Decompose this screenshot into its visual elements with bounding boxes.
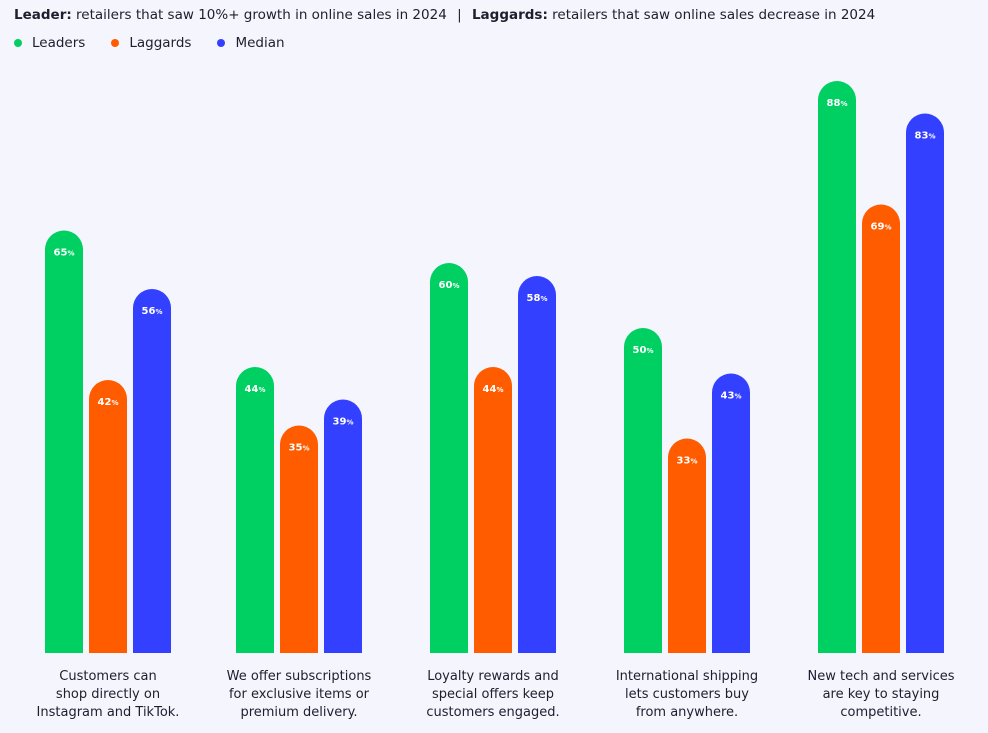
category-label-line: special offers keep bbox=[432, 687, 554, 702]
bar-laggards-2 bbox=[280, 425, 318, 653]
category-label-line: Loyalty rewards and bbox=[427, 669, 559, 684]
bar-leaders-1 bbox=[45, 230, 83, 654]
data-label-leaders-1: 65% bbox=[54, 248, 75, 259]
bar-median-5 bbox=[906, 113, 944, 653]
legend-item-leaders: Leaders bbox=[14, 35, 85, 51]
data-label-laggards-1: 42% bbox=[98, 397, 119, 408]
laggard-term: Laggards: bbox=[471, 7, 548, 23]
data-label-median-1: 56% bbox=[142, 306, 163, 317]
data-label-leaders-3: 60% bbox=[439, 280, 460, 291]
bar-median-2 bbox=[324, 399, 362, 653]
leader-description: retailers that saw 10%+ growth in online… bbox=[76, 7, 447, 23]
bar-median-4 bbox=[712, 373, 750, 653]
category-label-3: Loyalty rewards and special offers keep cu… bbox=[403, 668, 583, 722]
legend-dot-leaders bbox=[14, 39, 22, 47]
category-label-line: premium delivery. bbox=[240, 705, 358, 720]
category-label-line: New tech and services bbox=[807, 669, 955, 684]
bar-laggards-1 bbox=[89, 380, 127, 653]
data-label-laggards-5: 69% bbox=[871, 222, 892, 233]
category-label-line: competitive. bbox=[840, 705, 922, 720]
legend-label-laggards: Laggards bbox=[129, 35, 192, 51]
data-label-median-3: 58% bbox=[527, 293, 548, 304]
laggard-description: retailers that saw online sales decrease… bbox=[552, 7, 876, 23]
bar-laggards-5 bbox=[862, 204, 900, 653]
data-label-leaders-4: 50% bbox=[633, 345, 654, 356]
legend-item-laggards: Laggards bbox=[111, 35, 191, 51]
category-label-line: are key to staying bbox=[822, 687, 940, 702]
category-label-line: for exclusive items or bbox=[228, 687, 370, 702]
legend-dot-laggards bbox=[111, 39, 120, 47]
bar-laggards-4 bbox=[668, 438, 706, 653]
legend-dot-median bbox=[217, 39, 226, 47]
data-label-median-4: 43% bbox=[721, 391, 742, 402]
bar-laggards-3 bbox=[474, 367, 512, 653]
chart-legend: Leaders Laggards Median bbox=[14, 35, 285, 51]
category-label-line: We offer subscriptions bbox=[226, 669, 372, 684]
data-label-laggards-2: 35% bbox=[289, 443, 310, 454]
category-label-4: International shipping lets customers buy… bbox=[597, 668, 777, 722]
data-label-laggards-4: 33% bbox=[677, 456, 698, 467]
category-label-line: International shipping bbox=[615, 669, 759, 684]
data-label-leaders-2: 44% bbox=[245, 384, 266, 395]
legend-label-leaders: Leaders bbox=[32, 35, 86, 51]
legend-label-median: Median bbox=[235, 35, 285, 51]
data-label-median-2: 39% bbox=[333, 417, 354, 428]
category-label-1: Customers can shop directly on Instagram a… bbox=[18, 668, 198, 722]
chart-header: Leader: retailers that saw 10%+ growth i… bbox=[14, 7, 875, 23]
data-label-leaders-5: 88% bbox=[827, 98, 848, 109]
bar-leaders-4 bbox=[624, 328, 662, 653]
header-separator: | bbox=[457, 7, 462, 23]
category-label-line: customers engaged. bbox=[426, 705, 560, 720]
category-label-5: New tech and services are key to staying c… bbox=[791, 668, 971, 722]
category-label-line: lets customers buy bbox=[625, 687, 749, 702]
category-label-line: from anywhere. bbox=[635, 705, 739, 720]
data-label-median-5: 83% bbox=[915, 131, 936, 142]
category-label-line: shop directly on bbox=[55, 687, 161, 702]
category-label-2: We offer subscriptions for exclusive item… bbox=[209, 668, 389, 722]
bar-median-1 bbox=[133, 289, 171, 653]
leader-term: Leader: bbox=[14, 7, 72, 23]
category-label-line: Customers can bbox=[59, 669, 157, 684]
bar-leaders-3 bbox=[430, 263, 468, 653]
bar-median-3 bbox=[518, 276, 556, 653]
data-label-laggards-3: 44% bbox=[483, 384, 504, 395]
bar-leaders-2 bbox=[236, 367, 274, 653]
legend-item-median: Median bbox=[217, 35, 285, 51]
category-label-line: Instagram and TikTok. bbox=[36, 705, 180, 720]
bar-leaders-5 bbox=[818, 81, 856, 653]
